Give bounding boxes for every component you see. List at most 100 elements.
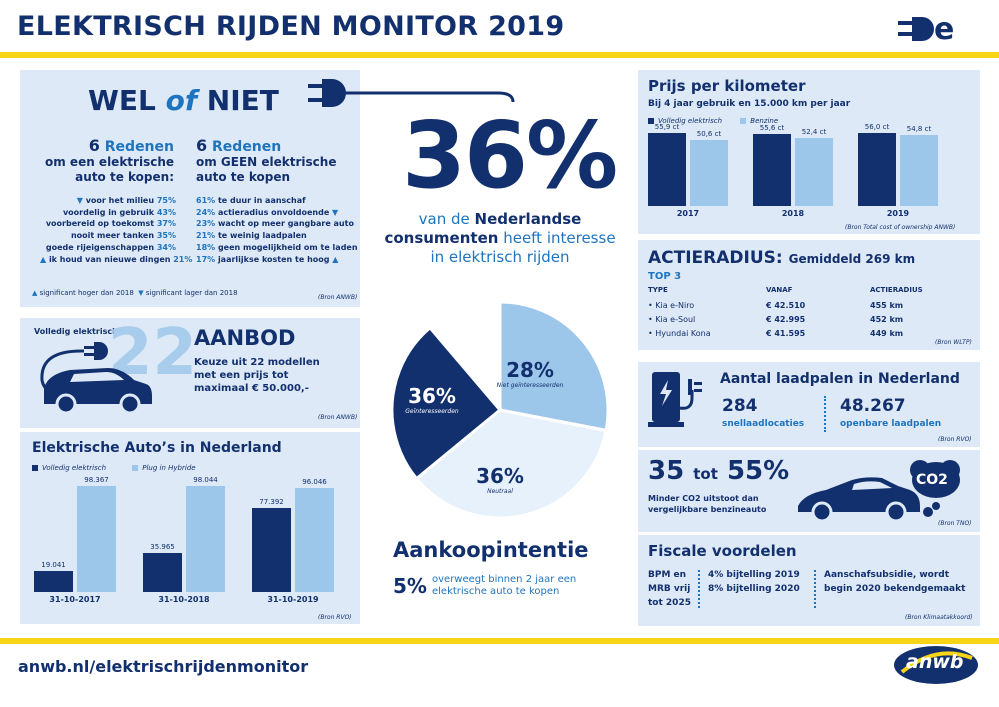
up-arrow-icon: ▲ xyxy=(329,254,339,264)
fiscaal-line: tot 2025 xyxy=(648,598,691,608)
niet-reason-text: geen mogelijkheid om te laden xyxy=(217,242,358,252)
niet-reason-item: 24% actieradius onvoldoende ▼ xyxy=(196,207,358,219)
co2-source: (Bron TNO) xyxy=(938,520,972,527)
pie-slice xyxy=(498,300,610,432)
fiscaal-col2: 4% bijtelling 2019 8% bijtelling 2020 xyxy=(708,568,800,596)
wel-reason-item: ▼ voor het milieu 75% xyxy=(40,195,176,207)
ev-nl-x-label: 31-10-2017 xyxy=(49,595,101,604)
wel-reason-text: nooit meer tanken xyxy=(70,231,157,241)
aanbod-text: Keuze uit 22 modellen met een prijs tot ma… xyxy=(194,357,320,394)
actieradius-row: • Kia e-Niro € 42.510 455 km xyxy=(648,299,968,313)
wel-reason-value: 75% xyxy=(156,196,176,205)
charging-station-icon xyxy=(648,368,714,430)
actieradius-cell: • Kia e-Soul xyxy=(648,315,696,324)
pie-slice xyxy=(414,408,608,520)
wel-reasons-list: ▼ voor het milieu 75% voordelig in gebrui… xyxy=(40,195,192,265)
niet-reason-text: te duur in aanschaf xyxy=(217,196,306,205)
prijs-bar-label: 55,9 ct xyxy=(654,123,680,132)
ev-nl-x-label: 31-10-2018 xyxy=(158,595,210,604)
laadpalen-n2: 48.267 xyxy=(840,396,906,416)
actieradius-header-row: TYPE VANAF ACTIERADIUS xyxy=(648,286,968,299)
aankoop-title: Aankoopintentie xyxy=(393,538,589,562)
prijs-x-label: 2018 xyxy=(781,209,805,218)
fiscaal-line: begin 2020 bekendgemaakt xyxy=(824,584,966,594)
actieradius-title: ACTIERADIUS: Gemiddeld 269 km xyxy=(648,248,916,268)
laadpalen-source: (Bron RVO) xyxy=(938,436,972,443)
car-charging-icon xyxy=(30,340,155,418)
wel-reason-item: goede rijeigenschappen 34% xyxy=(40,242,176,254)
wel-source: (Bron ANWB) xyxy=(318,294,358,301)
ev-nl-bar-label: 98.367 xyxy=(84,475,109,484)
fiscaal-col3: Aanschafsubsidie, wordt begin 2020 bekend… xyxy=(824,568,965,596)
prijs-x-label: 2019 xyxy=(886,209,910,218)
co2-separator xyxy=(638,532,980,535)
actieradius-cell: € 42.995 xyxy=(766,315,806,324)
wel-reason-value: 21% xyxy=(173,254,193,264)
wel-reason-item: voorbereid op toekomst 37% xyxy=(40,218,176,230)
laadpalen-separator xyxy=(638,447,980,450)
aankoop-pct: 5% xyxy=(393,574,427,598)
fiscaal-line: Aanschafsubsidie, wordt xyxy=(824,570,950,580)
prijs-bar xyxy=(648,133,686,206)
laadpalen-l2: openbare laadpalen xyxy=(840,419,942,429)
footer-url-link[interactable]: anwb.nl/elektrischrijdenmonitor xyxy=(18,657,309,676)
pie-slice-label: Niet geïnteresseerden xyxy=(496,382,564,389)
ev-nl-bar xyxy=(295,488,334,592)
actieradius-cell: 449 km xyxy=(870,329,904,338)
pie-value-label: 28% xyxy=(506,358,554,382)
wel-reason-text: goede rijeigenschappen xyxy=(45,242,157,252)
wel-reason-value: 35% xyxy=(156,231,176,241)
laadpalen-l1: snellaadlocaties xyxy=(722,419,805,429)
ev-nl-bar-label: 98.044 xyxy=(193,476,218,485)
anwb-logo-text: anwb xyxy=(906,651,964,673)
actieradius-panel xyxy=(638,240,980,350)
wel-reason-text: ik houd van nieuwe dingen xyxy=(48,254,174,264)
actieradius-header-cell: VANAF xyxy=(766,286,793,294)
actieradius-row: • Hyundai Kona € 41.595 449 km xyxy=(648,327,968,341)
anwb-logo xyxy=(892,644,980,686)
down-arrow-icon: ▼ xyxy=(76,196,86,205)
niet-reason-item: 61% te duur in aanschaf xyxy=(196,195,358,207)
plug-cable-icon xyxy=(308,74,523,114)
actieradius-source: (Bron WLTP) xyxy=(935,339,972,346)
niet-reason-value: 61% xyxy=(196,196,218,205)
ev-nl-bar xyxy=(34,571,73,592)
actieradius-cell: • Hyundai Kona xyxy=(648,329,711,338)
aanbod-label: Volledig elektrisch xyxy=(34,327,118,336)
niet-reason-value: 24% xyxy=(196,207,218,217)
plug-logo-icon: e xyxy=(898,12,976,47)
fiscaal-title: Fiscale voordelen xyxy=(648,542,797,560)
actieradius-row: • Kia e-Soul € 42.995 452 km xyxy=(648,313,968,327)
significance-legend: ▲ significant hoger dan 2018 ▼ significa… xyxy=(32,289,238,297)
prijs-bar xyxy=(753,133,791,206)
prijs-title: Prijs per kilometer xyxy=(648,77,806,95)
co2-cloud-label: CO2 xyxy=(916,472,948,488)
prijs-bar-label: 55,6 ct xyxy=(759,123,785,132)
ev-nl-legend: Volledig elektrisch Plug in Hybride xyxy=(32,464,196,472)
actieradius-top3: TOP 3 xyxy=(648,271,682,282)
wel-reason-text: voorbereid op toekomst xyxy=(45,219,157,229)
fiscaal-source: (Bron Klimaatakkoord) xyxy=(905,614,973,621)
ev-nl-bar-label: 19.041 xyxy=(41,561,66,570)
niet-reason-item: 17% jaarlijkse kosten te hoog ▲ xyxy=(196,254,358,266)
page-title: ELEKTRISCH RIJDEN MONITOR 2019 xyxy=(17,11,565,42)
actieradius-table: TYPE VANAF ACTIERADIUS • Kia e-Niro € 42.510… xyxy=(648,286,968,341)
ev-nl-title: Elektrische Auto’s in Nederland xyxy=(32,440,282,456)
prijs-bar-label: 52,4 ct xyxy=(801,127,827,136)
ev-nl-bar xyxy=(143,553,182,592)
pie-slice-label: Geïnteresseerden xyxy=(405,408,459,415)
pie-value-label: 36% xyxy=(476,464,524,488)
prijs-legend: Volledig elektrisch Benzine xyxy=(648,117,778,125)
co2-range: 35 tot 55% xyxy=(648,456,790,486)
niet-heading: 6 Redenen om GEEN elektrische auto te ko… xyxy=(196,136,337,185)
actieradius-cell: 452 km xyxy=(870,315,904,324)
ev-nl-bar-label: 96.046 xyxy=(302,478,327,487)
down-arrow-icon: ▼ xyxy=(329,207,339,217)
pie-value-label: 36% xyxy=(408,384,456,408)
ev-nl-bar xyxy=(252,508,291,592)
ev-nl-bar-label: 35.965 xyxy=(150,543,175,552)
laadpalen-divider xyxy=(824,396,826,432)
prijs-bar-label: 54,8 ct xyxy=(906,124,932,133)
prijs-bar xyxy=(690,140,728,206)
wel-reason-value: 34% xyxy=(156,242,176,252)
